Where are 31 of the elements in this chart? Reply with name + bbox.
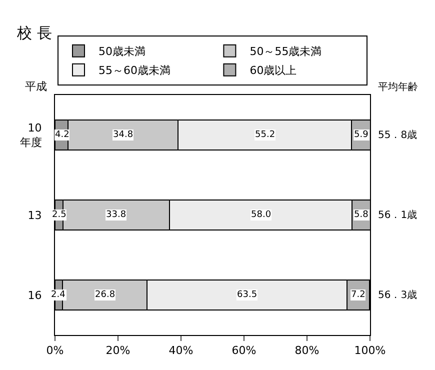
y-tick-label: 13 xyxy=(28,208,42,222)
data-label: 55.2 xyxy=(255,130,276,140)
y-axis-title: 平成 xyxy=(25,80,47,93)
data-label: 5.8 xyxy=(354,210,369,220)
legend-label: 60歳以上 xyxy=(250,64,297,78)
data-label: 58.0 xyxy=(251,210,272,220)
text: 55．8歳 xyxy=(378,129,418,141)
data-label: 34.8 xyxy=(113,130,134,140)
y-tick-label: 10 年度 xyxy=(20,122,42,149)
x-tick-label: 40% xyxy=(168,344,194,358)
data-label: 5.9 xyxy=(354,130,369,140)
data-label: 4.2 xyxy=(55,130,70,140)
text: 56．1歳 xyxy=(378,209,418,221)
data-label: 26.8 xyxy=(95,290,116,300)
data-label: 7.2 xyxy=(351,290,366,300)
y-tick-label: 16 xyxy=(28,288,42,302)
text: 56．3歳 xyxy=(378,289,418,301)
data-label: 2.4 xyxy=(51,290,66,300)
x-tick-label: 100% xyxy=(354,344,386,358)
legend-label: 50歳未満 xyxy=(98,45,146,58)
x-tick-label: 80% xyxy=(294,344,320,358)
legend-label: 55～60歳未満 xyxy=(98,64,170,78)
data-label: 33.8 xyxy=(106,210,126,220)
x-tick-label: 0% xyxy=(46,344,64,358)
x-tick-label: 20% xyxy=(106,344,130,358)
x-tick-label: 60% xyxy=(232,344,256,358)
data-label: 63.5 xyxy=(237,290,258,300)
text: 平均年齢 xyxy=(378,81,418,93)
chart-title: 校 長 xyxy=(16,24,52,42)
legend-label: 50～55歳未満 xyxy=(250,45,322,58)
data-label: 2.5 xyxy=(52,210,66,220)
